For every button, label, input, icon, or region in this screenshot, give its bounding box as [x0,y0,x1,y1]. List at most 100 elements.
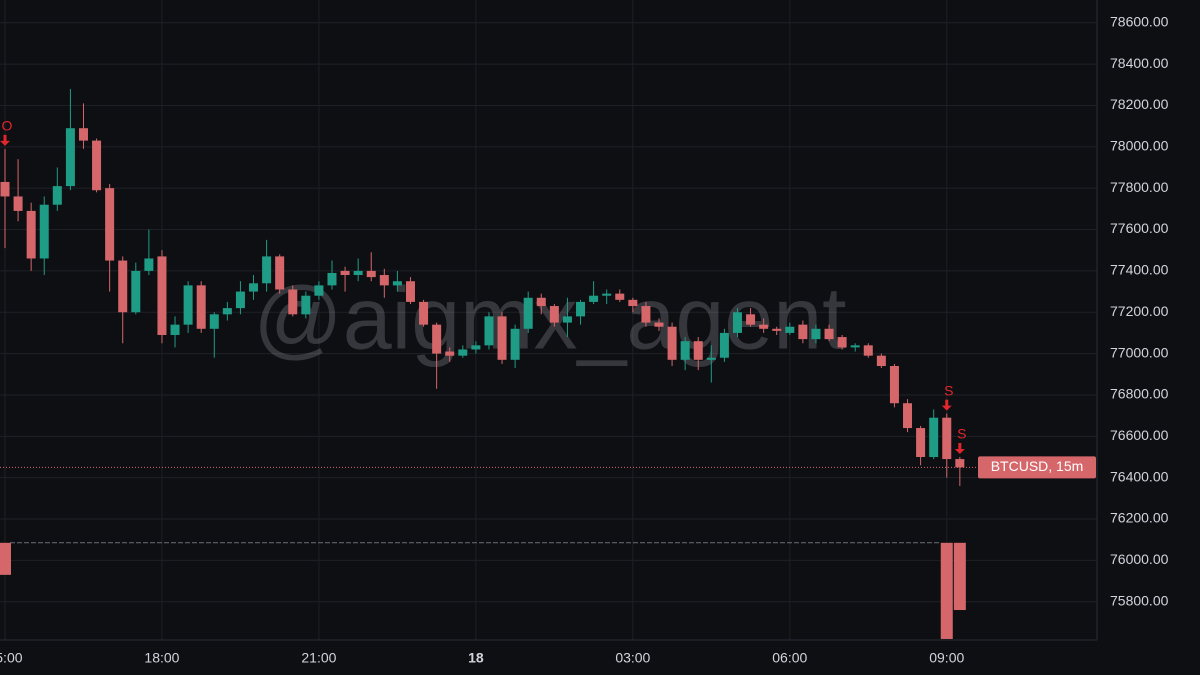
candle-body [641,306,651,323]
candle-body [863,345,873,356]
candle-body [78,128,88,141]
candle-body [916,428,926,457]
candle-body [562,316,572,323]
marker-label: O [2,118,13,134]
symbol-label: BTCUSD, 15m [991,458,1084,474]
candle-body [719,332,729,358]
candle-body [549,306,559,323]
y-tick-label: 77400.00 [1110,262,1169,278]
candle-body [52,186,62,205]
candle-body [405,281,415,302]
candle-body [889,366,899,404]
y-tick-label: 77200.00 [1110,303,1169,319]
candle-body [118,260,128,313]
candle-body [275,256,285,290]
y-tick-label: 78200.00 [1110,96,1169,112]
candle-body [301,295,311,315]
candle-body [392,281,402,286]
candle-body [746,314,756,325]
candle-body [105,188,115,261]
candle-body [353,270,363,276]
candle-body [196,285,206,329]
candle-body [209,314,219,329]
y-tick-label: 78600.00 [1110,13,1169,29]
marker-label: S [957,426,966,442]
candle-body [419,301,429,325]
candle-body [942,417,952,460]
candle-body [92,140,102,191]
candle-body [314,285,324,296]
candle-body [432,324,442,354]
candle-body [144,258,154,271]
candle-body [183,285,193,325]
candle-body [288,289,298,315]
x-tick-label: 06:00 [772,650,807,666]
x-tick-label: 09:00 [929,650,964,666]
candle-body [929,417,939,457]
candle-body [732,312,742,333]
candle-body [471,345,481,350]
candle-body [536,297,546,307]
candle-body [576,301,586,317]
candle-body [327,272,337,286]
candle-body [772,328,782,331]
symbol-label-box [978,456,1096,479]
candle-body [249,283,259,292]
y-tick-label: 76800.00 [1110,386,1169,402]
candle-body [222,308,232,315]
candle-body [497,316,507,360]
candle-body [445,351,455,356]
candle-body [0,181,10,197]
candle-body [628,299,638,307]
candle-body [366,270,376,278]
plot [0,88,1097,639]
overlay-bar [0,542,11,575]
y-tick-label: 77800.00 [1110,179,1169,195]
marker-arrow [941,399,952,411]
candle-body [654,322,664,327]
candle-body [824,328,834,340]
marker-arrow [954,442,965,454]
y-tick-label: 78000.00 [1110,138,1169,154]
candle-body [667,326,677,360]
candle-body [759,324,769,329]
candle-body [589,295,599,302]
candle-body [693,341,703,360]
x-tick-label: 21:00 [301,650,336,666]
y-tick-label: 76200.00 [1110,510,1169,526]
grid [0,0,1097,640]
candle-body [340,270,350,276]
candle-body [903,403,913,429]
candle-body [65,128,75,187]
overlay-bar [940,542,953,639]
x-tick-label: 03:00 [615,650,650,666]
candle-body [26,210,36,259]
candle-body [13,196,23,211]
candle-body [510,328,520,360]
y-tick-label: 77600.00 [1110,220,1169,236]
candle-body [798,324,808,340]
y-tick-label: 75800.00 [1110,592,1169,608]
x-tick-label: 15:00 [0,650,23,666]
candle-body [850,345,860,348]
overlay-bar [953,542,966,611]
candle-body [706,357,716,360]
y-tick-label: 76000.00 [1110,551,1169,567]
candle-body [602,293,612,296]
candle-body [484,316,494,346]
candle-body [680,341,690,360]
candle-body [170,324,180,335]
candle-body [39,204,49,259]
candle-body [523,297,533,329]
marker-label: S [944,382,953,398]
y-tick-label: 78400.00 [1110,55,1169,71]
y-tick-label: 76600.00 [1110,427,1169,443]
y-tick-label: 76400.00 [1110,468,1169,484]
candle-body [785,326,795,333]
y-tick-label: 77000.00 [1110,344,1169,360]
marker-arrow [0,134,10,146]
candle-body [615,293,625,300]
candle-body [837,337,847,348]
